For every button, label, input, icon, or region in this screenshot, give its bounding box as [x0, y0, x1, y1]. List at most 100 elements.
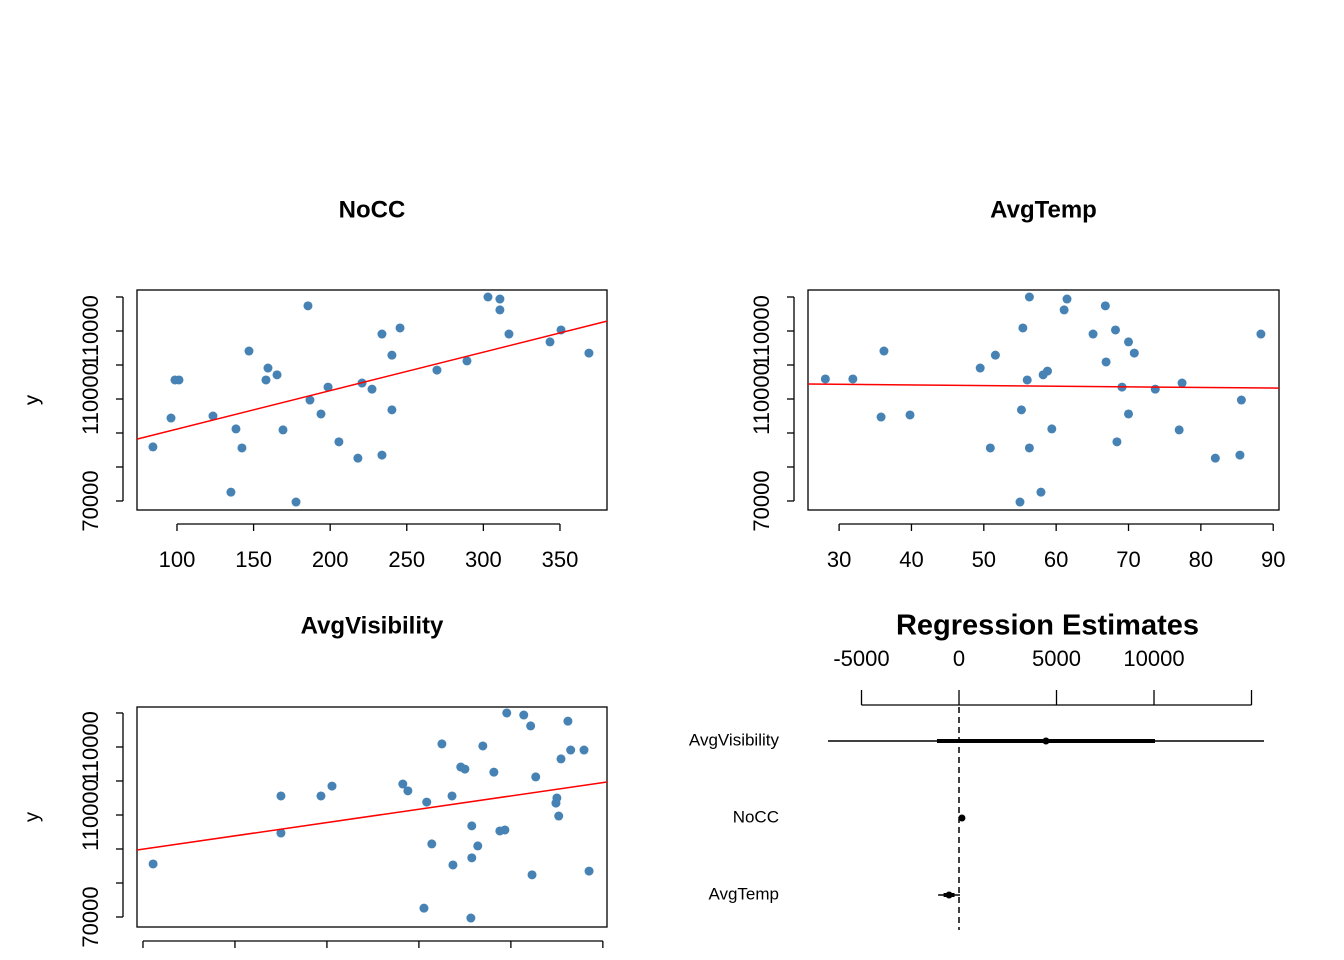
y-tick-label: 110000 — [78, 779, 103, 851]
point — [1015, 497, 1025, 507]
point — [1042, 366, 1052, 376]
x-tick-label: 50 — [972, 547, 996, 572]
point — [552, 793, 562, 803]
point — [467, 853, 477, 863]
estimate — [945, 891, 953, 899]
point — [419, 903, 429, 913]
point — [1236, 395, 1246, 405]
point — [1210, 453, 1220, 463]
point — [1016, 405, 1026, 415]
panel-title: AvgVisibility — [301, 612, 444, 639]
point — [504, 329, 514, 339]
panel-title: AvgTemp — [990, 196, 1097, 223]
point — [1256, 329, 1266, 339]
point — [1124, 337, 1134, 347]
trend-line — [807, 383, 1280, 389]
point — [1124, 409, 1134, 419]
trend-line — [136, 320, 608, 440]
point — [526, 721, 536, 731]
point — [467, 821, 477, 831]
point — [226, 487, 236, 497]
point — [566, 745, 576, 755]
point — [1024, 443, 1034, 453]
estimate — [958, 814, 966, 822]
point — [403, 786, 413, 796]
y-axis-label: y — [21, 395, 43, 405]
point — [1088, 329, 1098, 339]
point — [448, 860, 458, 870]
x-tick-label: 0 — [953, 646, 965, 671]
y-tick-label: 70000 — [749, 470, 774, 531]
point — [495, 305, 505, 315]
point — [327, 781, 337, 791]
point — [1177, 378, 1187, 388]
point — [387, 405, 397, 415]
y-tick-label: 70000 — [78, 886, 103, 947]
y-tick-label: 110000 — [78, 295, 103, 367]
x-tick-label: 300 — [465, 547, 502, 572]
x-tick-label: 200 — [312, 547, 349, 572]
plot-box — [807, 289, 1280, 511]
point — [1101, 357, 1111, 367]
point — [478, 741, 488, 751]
x-tick-label: 250 — [388, 547, 425, 572]
point — [462, 356, 472, 366]
x-tick-label: 40 — [899, 547, 923, 572]
x-tick-label: 350 — [542, 547, 579, 572]
point — [261, 375, 271, 385]
point — [437, 739, 447, 749]
point — [303, 301, 313, 311]
panel-title: NoCC — [339, 196, 406, 223]
point — [353, 453, 363, 463]
point — [334, 437, 344, 447]
point — [820, 374, 830, 384]
point — [1059, 305, 1069, 315]
category-label: AvgTemp — [708, 884, 779, 903]
point — [398, 779, 408, 789]
point — [584, 866, 594, 876]
x-tick-label: 90 — [1261, 547, 1285, 572]
estimate — [1042, 737, 1050, 745]
point — [1100, 301, 1110, 311]
point — [316, 791, 326, 801]
plot-box — [136, 289, 608, 511]
point — [848, 374, 858, 384]
point — [876, 412, 886, 422]
point — [208, 411, 218, 421]
point — [495, 294, 505, 304]
point — [556, 754, 566, 764]
point — [1129, 348, 1139, 358]
point — [519, 710, 529, 720]
point — [879, 346, 889, 356]
trend-line — [136, 781, 608, 851]
y-tick-label: 110000 — [78, 363, 103, 435]
point — [427, 839, 437, 849]
point — [291, 497, 301, 507]
point — [231, 424, 241, 434]
x-tick-label: 60 — [1044, 547, 1068, 572]
point — [985, 443, 995, 453]
point — [531, 772, 541, 782]
point — [1235, 450, 1245, 460]
point — [489, 767, 499, 777]
point — [563, 716, 573, 726]
point — [377, 329, 387, 339]
plot-box — [136, 706, 608, 928]
category-label: NoCC — [733, 807, 779, 826]
y-tick-label: 110000 — [749, 295, 774, 367]
point — [166, 413, 176, 423]
x-tick-label: -5000 — [833, 646, 889, 671]
x-tick-label: 80 — [1189, 547, 1213, 572]
point — [276, 791, 286, 801]
point — [1112, 437, 1122, 447]
x-tick-label: 150 — [235, 547, 272, 572]
point — [905, 410, 915, 420]
point — [263, 363, 273, 373]
point — [502, 708, 512, 718]
point — [244, 346, 254, 356]
point — [975, 363, 985, 373]
point — [148, 442, 158, 452]
point — [466, 913, 476, 923]
point — [1024, 292, 1034, 302]
